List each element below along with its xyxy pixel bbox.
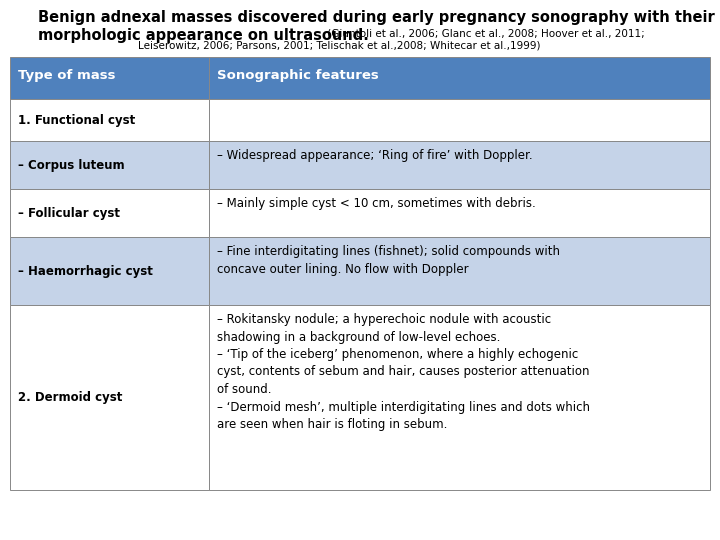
Bar xyxy=(10,237,210,305)
Bar xyxy=(210,237,710,305)
Text: – Corpus luteum: – Corpus luteum xyxy=(18,159,125,172)
Text: Type of mass: Type of mass xyxy=(18,69,115,82)
Bar xyxy=(210,305,710,490)
Text: – Mainly simple cyst < 10 cm, sometimes with debris.: – Mainly simple cyst < 10 cm, sometimes … xyxy=(217,197,536,210)
Text: – Haemorrhagic cyst: – Haemorrhagic cyst xyxy=(18,265,153,278)
Bar xyxy=(210,57,710,99)
Text: – Widespread appearance; ‘Ring of fire’ with Doppler.: – Widespread appearance; ‘Ring of fire’ … xyxy=(217,149,533,162)
Text: Benign adnexal masses discovered during early pregnancy sonography with their: Benign adnexal masses discovered during … xyxy=(38,10,715,25)
Bar xyxy=(10,189,210,237)
Text: morphologic appearance on ultrasound.: morphologic appearance on ultrasound. xyxy=(38,28,369,43)
Text: 2. Dermoid cyst: 2. Dermoid cyst xyxy=(18,392,122,404)
Bar xyxy=(10,141,210,189)
Bar xyxy=(210,189,710,237)
Text: Sonographic features: Sonographic features xyxy=(217,69,379,82)
Text: Leiserowitz, 2006; Parsons, 2001; Telischak et al.,2008; Whitecar et al.,1999): Leiserowitz, 2006; Parsons, 2001; Telisc… xyxy=(138,40,541,50)
Text: (Giuntoli et al., 2006; Glanc et al., 2008; Hoover et al., 2011;: (Giuntoli et al., 2006; Glanc et al., 20… xyxy=(324,28,644,38)
Bar xyxy=(10,99,210,141)
Text: – Fine interdigitating lines (fishnet); solid compounds with
concave outer linin: – Fine interdigitating lines (fishnet); … xyxy=(217,245,560,275)
Bar xyxy=(10,57,210,99)
Bar xyxy=(10,305,210,490)
Text: – Rokitansky nodule; a hyperechoic nodule with acoustic
shadowing in a backgroun: – Rokitansky nodule; a hyperechoic nodul… xyxy=(217,313,590,431)
Bar xyxy=(210,99,710,141)
Text: – Follicular cyst: – Follicular cyst xyxy=(18,207,120,220)
Text: 1. Functional cyst: 1. Functional cyst xyxy=(18,114,135,127)
Bar xyxy=(210,141,710,189)
